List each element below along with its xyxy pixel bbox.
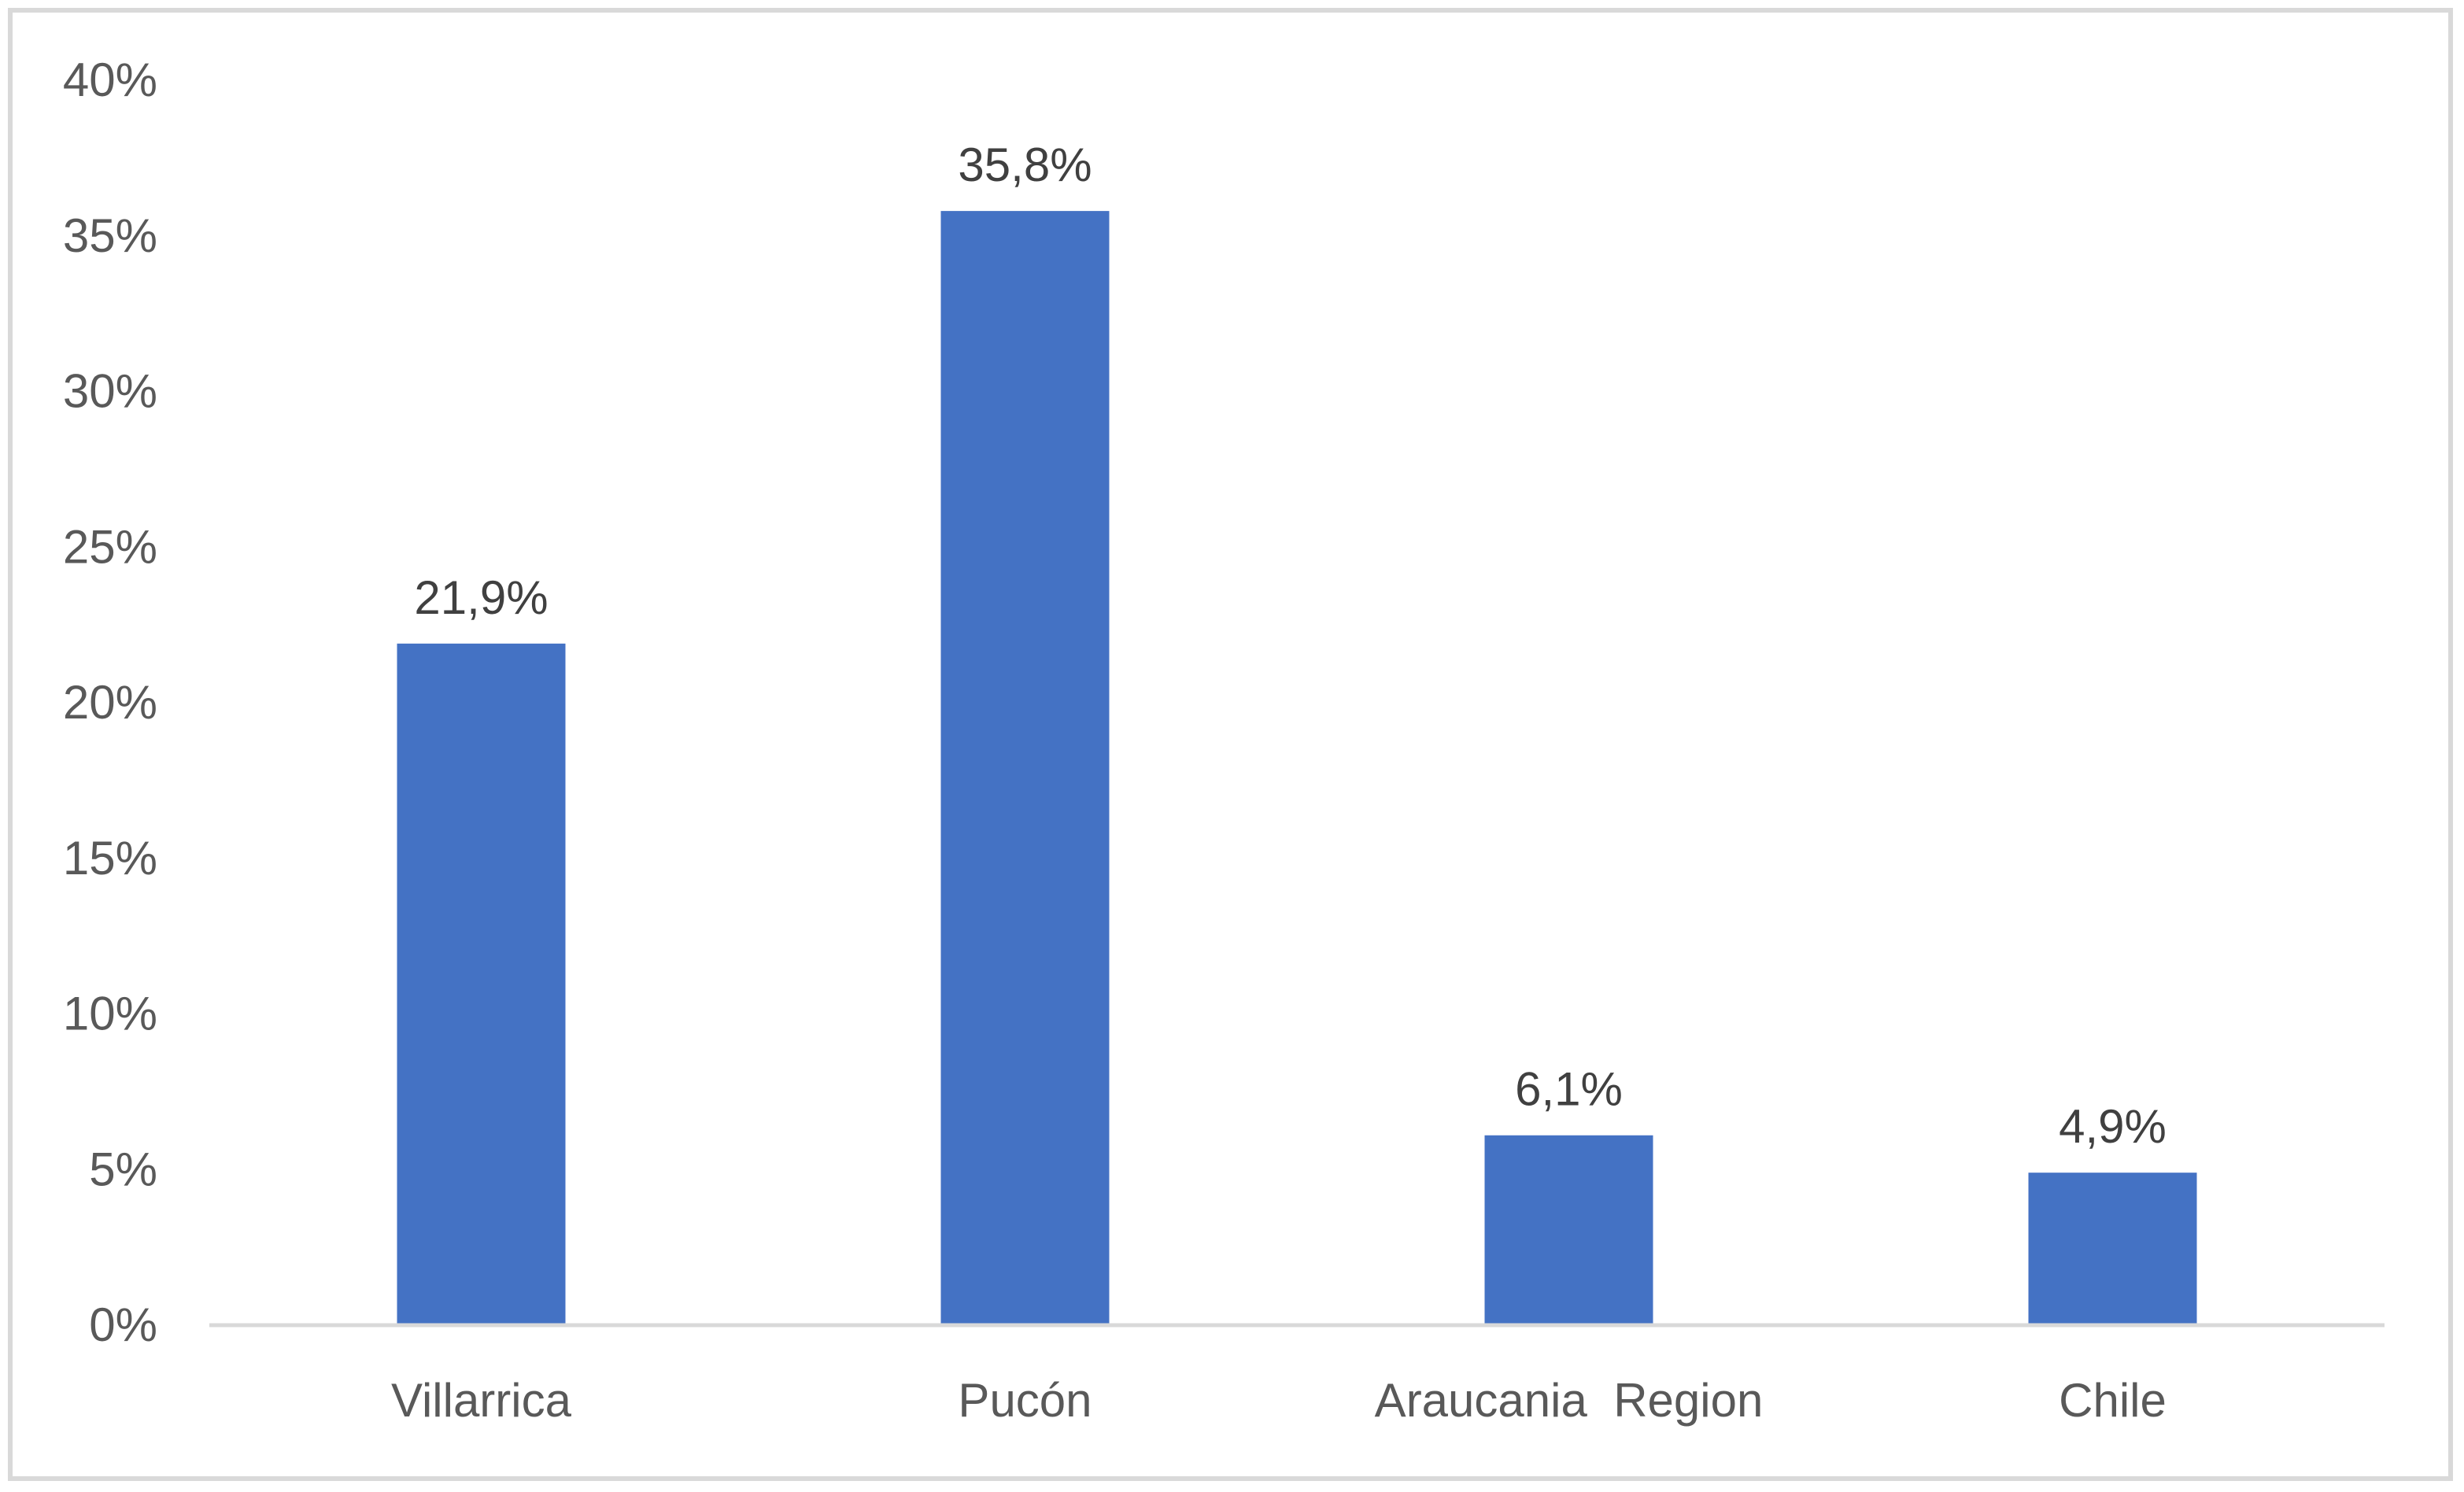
x-tick-label: Araucania Region [1375, 1374, 1764, 1427]
bar [397, 643, 566, 1325]
y-tick-label: 10% [63, 988, 157, 1040]
y-axis: 0% 5% 10% 15% 20% 25% 30% 35% 40% [63, 54, 157, 1351]
bars [397, 211, 2197, 1325]
x-axis: Villarrica Pucón Araucania Region Chile [391, 1374, 2167, 1427]
x-tick-label: Villarrica [391, 1374, 572, 1427]
y-tick-label: 35% [63, 209, 157, 262]
y-tick-label: 40% [63, 54, 157, 106]
bar [1484, 1135, 1653, 1325]
data-label: 35,8% [958, 138, 1092, 191]
bar [940, 211, 1110, 1325]
x-tick-label: Pucón [958, 1374, 1092, 1427]
data-label: 4,9% [2059, 1100, 2167, 1153]
x-tick-label: Chile [2059, 1374, 2167, 1427]
y-tick-label: 30% [63, 365, 157, 418]
data-label: 6,1% [1515, 1063, 1623, 1116]
data-labels: 21,9% 35,8% 6,1% 4,9% [414, 138, 2166, 1153]
y-tick-label: 0% [89, 1298, 157, 1351]
y-tick-label: 15% [63, 832, 157, 884]
bar [2028, 1173, 2197, 1325]
y-tick-label: 5% [89, 1143, 157, 1195]
y-tick-label: 25% [63, 520, 157, 573]
data-label: 21,9% [414, 571, 548, 624]
y-tick-label: 20% [63, 676, 157, 729]
